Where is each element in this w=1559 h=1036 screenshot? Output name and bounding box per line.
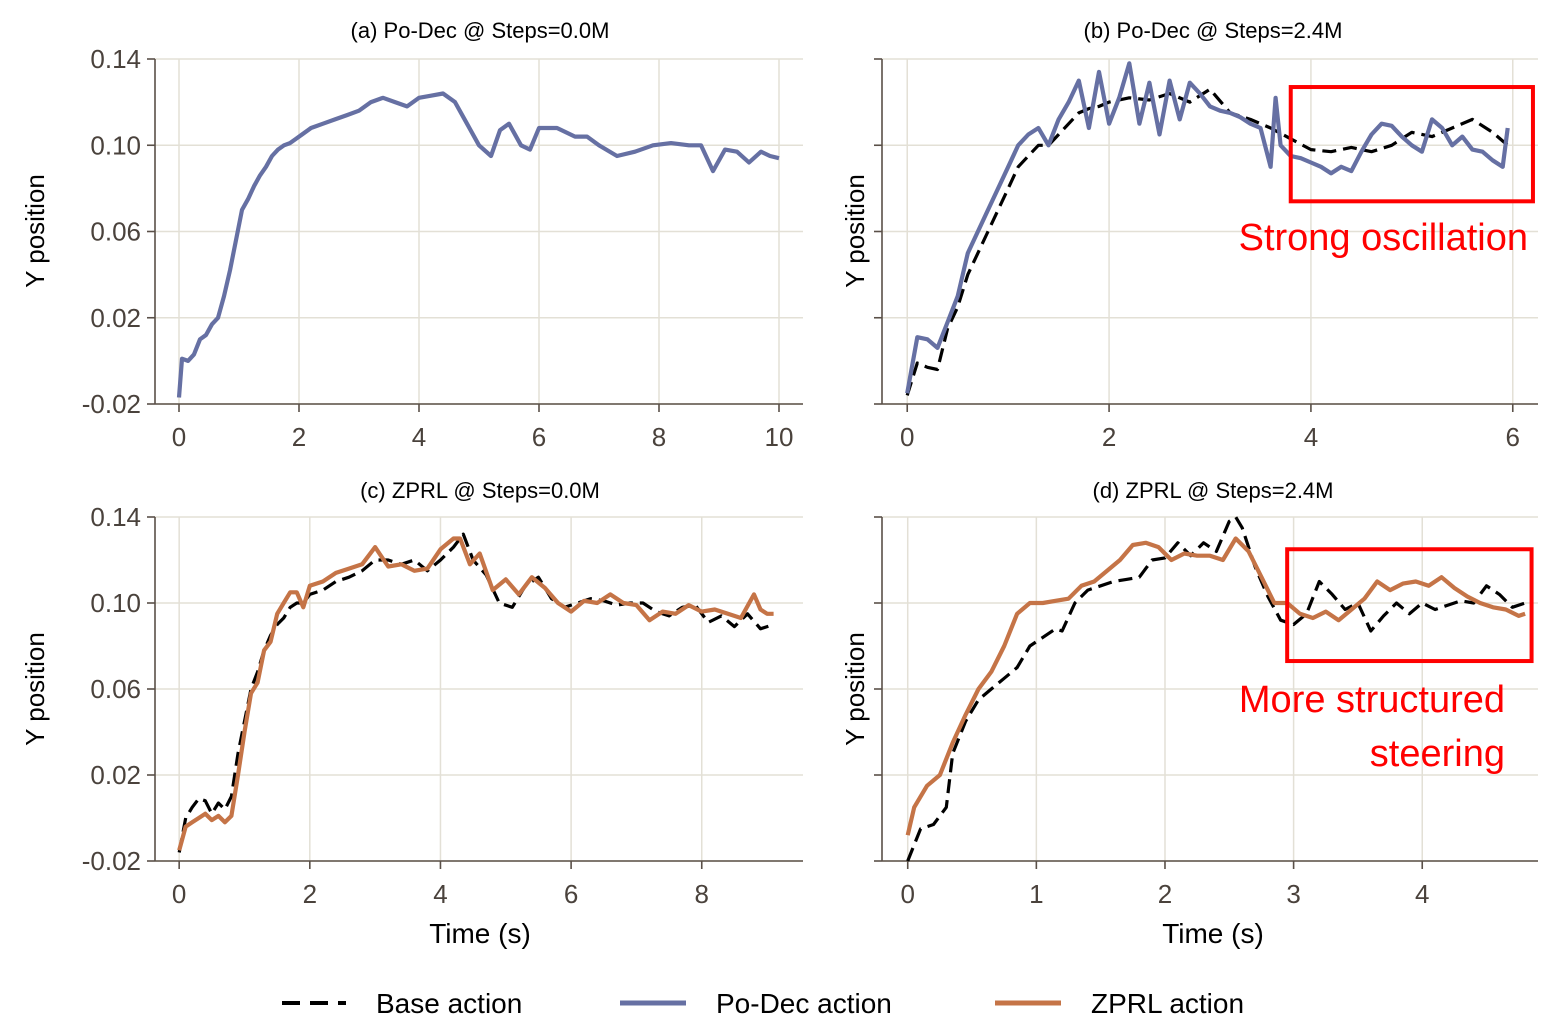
panel-d-xlabel: Time (s) [1162,918,1264,949]
panel-b: (b) Po-Dec @ Steps=2.4M Y position 0 2 4 6 S… [840,18,1538,452]
panel-b-annotation-line-0: Strong oscillation [1239,217,1528,259]
legend: Base action Po-Dec action ZPRL action [282,988,1244,1019]
panel-d-xtick-label-1: 1 [1029,879,1043,909]
panel-d-xtick-label-2: 2 [1158,879,1172,909]
panel-c-xtick-label-4: 8 [695,879,709,909]
panel-b-highlight-box [1288,85,1535,204]
panel-b-title: (b) Po-Dec @ Steps=2.4M [1084,18,1343,43]
panel-a-xtick-label-1: 2 [292,422,306,452]
panel-a-xtick-label-5: 10 [765,422,794,452]
panel-c-xlabel: Time (s) [429,918,531,949]
panel-b-series-base [905,87,1509,396]
panel-c-ytick-label-2: 0.06 [90,674,141,704]
panel-d: (d) ZPRL @ Steps=2.4M Y position Time (s… [840,478,1538,949]
panel-d-plot-area: 0 1 2 3 4 More structured steering [874,515,1538,909]
panel-c-title: (c) ZPRL @ Steps=0.0M [360,478,600,503]
panel-c-xtick-label-3: 6 [564,879,578,909]
panel-c-series-base [177,532,775,853]
panel-b-series-podec [905,61,1510,394]
panel-b-xtick-label-2: 4 [1304,422,1318,452]
panel-d-annotation-line-0: More structured [1239,679,1505,721]
panel-c-ytick-label-3: 0.10 [90,588,141,618]
panel-c-xtick-label-2: 4 [433,879,447,909]
panel-c-plot-area: 0 2 4 6 8 -0.02 0.02 0.06 0.10 0.14 [82,502,803,909]
panel-a-ytick-label-3: 0.10 [90,130,141,160]
panel-a-xtick-label-3: 6 [532,422,546,452]
panel-a-xtick-label-0: 0 [172,422,186,452]
panel-a-ylabel: Y position [20,174,50,288]
panel-a-ytick-label-1: 0.02 [90,303,141,333]
panel-b-xtick-label-0: 0 [900,422,914,452]
panel-c-xtick-label-1: 2 [303,879,317,909]
panel-d-highlight-box [1285,547,1534,664]
legend-base-label: Base action [376,988,522,1019]
panel-a-title: (a) Po-Dec @ Steps=0.0M [351,18,610,43]
panel-d-title: (d) ZPRL @ Steps=2.4M [1093,478,1334,503]
panel-c: (c) ZPRL @ Steps=0.0M Y position Time (s… [20,478,803,949]
panel-c-ytick-label-4: 0.14 [90,502,141,532]
panel-c-ytick-label-1: 0.02 [90,760,141,790]
panel-a-plot-area: 0 2 4 6 8 10 -0.02 0.02 0.06 0.10 0.14 [82,44,803,452]
panel-b-plot-area: 0 2 4 6 Strong oscillation [874,58,1538,452]
panel-a-ytick-label-2: 0.06 [90,217,141,247]
legend-zprl-label: ZPRL action [1091,988,1244,1019]
legend-podec-label: Po-Dec action [716,988,892,1019]
panel-c-xtick-label-0: 0 [172,879,186,909]
panel-d-annotation-line-1: steering [1370,733,1505,775]
panel-c-ylabel: Y position [20,632,50,746]
panel-c-ytick-label-0: -0.02 [82,846,141,876]
panel-d-xtick-label-3: 3 [1286,879,1300,909]
panel-d-series-base [906,515,1526,862]
panel-d-xtick-label-0: 0 [900,879,914,909]
panel-a-xtick-label-4: 8 [652,422,666,452]
panel-a-series-podec [176,91,780,398]
panel-b-xtick-label-3: 6 [1506,422,1520,452]
panel-a-ytick-label-4: 0.14 [90,44,141,74]
panel-c-series-zprl [177,536,774,851]
panel-d-series-zprl [905,536,1526,836]
panel-d-ylabel: Y position [840,632,870,746]
panel-d-xtick-label-4: 4 [1415,879,1429,909]
panel-a: (a) Po-Dec @ Steps=0.0M Y position 0 2 4 6 8… [20,18,803,452]
panel-a-ytick-label-0: -0.02 [82,389,141,419]
panel-b-xtick-label-1: 2 [1102,422,1116,452]
panel-b-ylabel: Y position [840,174,870,288]
panel-a-xtick-label-2: 4 [412,422,426,452]
